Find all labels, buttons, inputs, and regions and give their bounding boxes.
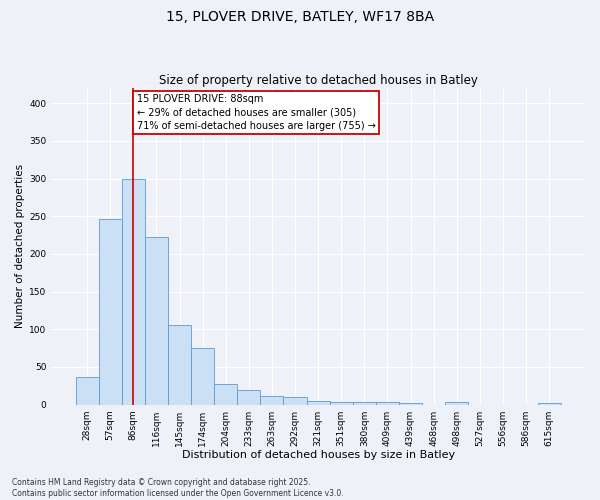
Bar (307, 401, 329, 404)
Bar (76, 376, 98, 404)
Text: Contains HM Land Registry data © Crown copyright and database right 2025.
Contai: Contains HM Land Registry data © Crown c… (12, 478, 344, 498)
Bar (145, 238, 168, 404)
Bar (214, 384, 237, 404)
Bar (122, 178, 145, 404)
Bar (445, 402, 469, 404)
Bar (237, 390, 260, 404)
Bar (283, 397, 307, 404)
Bar (98, 218, 122, 404)
Title: Size of property relative to detached houses in Batley: Size of property relative to detached ho… (159, 74, 478, 87)
Bar (376, 402, 399, 404)
Bar (538, 403, 561, 404)
Text: 15 PLOVER DRIVE: 88sqm
← 29% of detached houses are smaller (305)
71% of semi-de: 15 PLOVER DRIVE: 88sqm ← 29% of detached… (137, 94, 376, 130)
Text: 15, PLOVER DRIVE, BATLEY, WF17 8BA: 15, PLOVER DRIVE, BATLEY, WF17 8BA (166, 10, 434, 24)
Bar (399, 403, 422, 404)
Y-axis label: Number of detached properties: Number of detached properties (15, 164, 25, 328)
Bar (260, 396, 283, 404)
X-axis label: Distribution of detached houses by size in Batley: Distribution of detached houses by size … (182, 450, 455, 460)
Bar (329, 402, 353, 404)
Bar (353, 402, 376, 404)
Bar (191, 348, 214, 405)
Bar (168, 324, 191, 404)
